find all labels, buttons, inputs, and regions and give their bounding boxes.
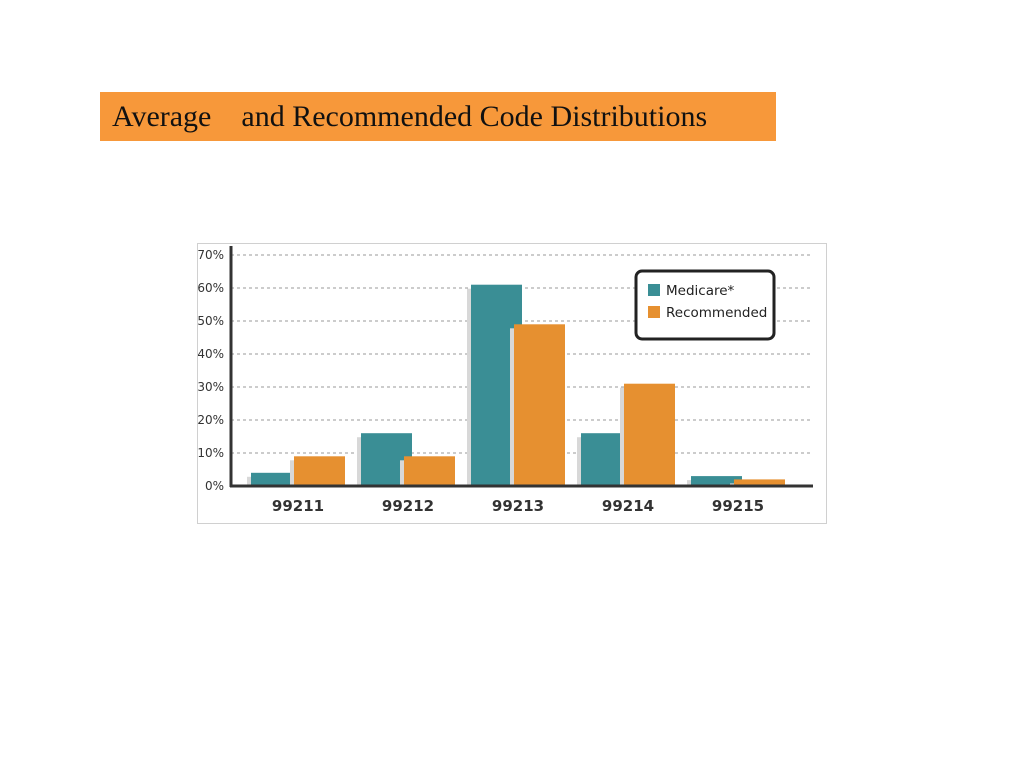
legend-label: Recommended bbox=[666, 305, 767, 321]
legend-label: Medicare* bbox=[666, 283, 735, 299]
x-tick-label: 99214 bbox=[602, 497, 654, 515]
axes bbox=[229, 246, 813, 488]
bar-recommended-99211 bbox=[294, 456, 345, 486]
bar-shadow bbox=[620, 387, 624, 486]
bar-shadow bbox=[687, 480, 691, 486]
bars bbox=[247, 284, 785, 486]
x-tick-label: 99211 bbox=[272, 497, 324, 515]
y-tick-label: 10% bbox=[198, 446, 224, 460]
legend: Medicare* Recommended bbox=[634, 269, 776, 341]
x-axis-labels: 99211 99212 99213 99214 99215 bbox=[272, 497, 764, 515]
legend-box bbox=[634, 269, 776, 341]
bar-recommended-99214 bbox=[624, 383, 675, 486]
y-tick-label: 50% bbox=[198, 314, 224, 328]
legend-swatch bbox=[648, 306, 660, 318]
y-tick-label: 40% bbox=[198, 347, 224, 361]
chart-frame: 0% 10% 20% 30% 40% 50% 60% 70% 99211 99212 99213 9… bbox=[197, 243, 827, 524]
y-tick-label: 30% bbox=[198, 380, 224, 394]
bar-recommended-99212 bbox=[404, 456, 455, 486]
bar-chart: 0%10%20%30%40%50%60%70% 99211 99212 99213 9… bbox=[198, 246, 813, 515]
x-tick-label: 99212 bbox=[382, 497, 434, 515]
bar-shadow bbox=[510, 328, 514, 486]
title-banner bbox=[100, 92, 776, 141]
x-tick-label: 99213 bbox=[492, 497, 544, 515]
legend-swatch bbox=[648, 284, 660, 296]
bar-shadow bbox=[290, 460, 294, 486]
y-tick-label: 70% bbox=[198, 248, 224, 262]
bar-shadow bbox=[400, 460, 404, 486]
bar-recommended-99215 bbox=[734, 479, 785, 486]
bar-medicare-99215 bbox=[691, 476, 742, 486]
x-tick-label: 99215 bbox=[712, 497, 764, 515]
bar-shadow bbox=[467, 288, 471, 486]
bar-shadow bbox=[247, 476, 251, 486]
y-tick-label: 0% bbox=[205, 479, 224, 493]
slide-title: Average and Recommended Code Distributio… bbox=[112, 100, 708, 133]
bar-shadow bbox=[577, 437, 581, 486]
y-tick-label: 60% bbox=[198, 281, 224, 295]
y-axis-ticks: 0% 10% 20% 30% 40% 50% 60% 70% bbox=[198, 248, 224, 493]
bar-medicare-99211 bbox=[251, 472, 302, 486]
y-tick-label: 20% bbox=[198, 413, 224, 427]
bar-recommended-99213 bbox=[514, 324, 565, 486]
bar-shadow bbox=[357, 437, 361, 486]
